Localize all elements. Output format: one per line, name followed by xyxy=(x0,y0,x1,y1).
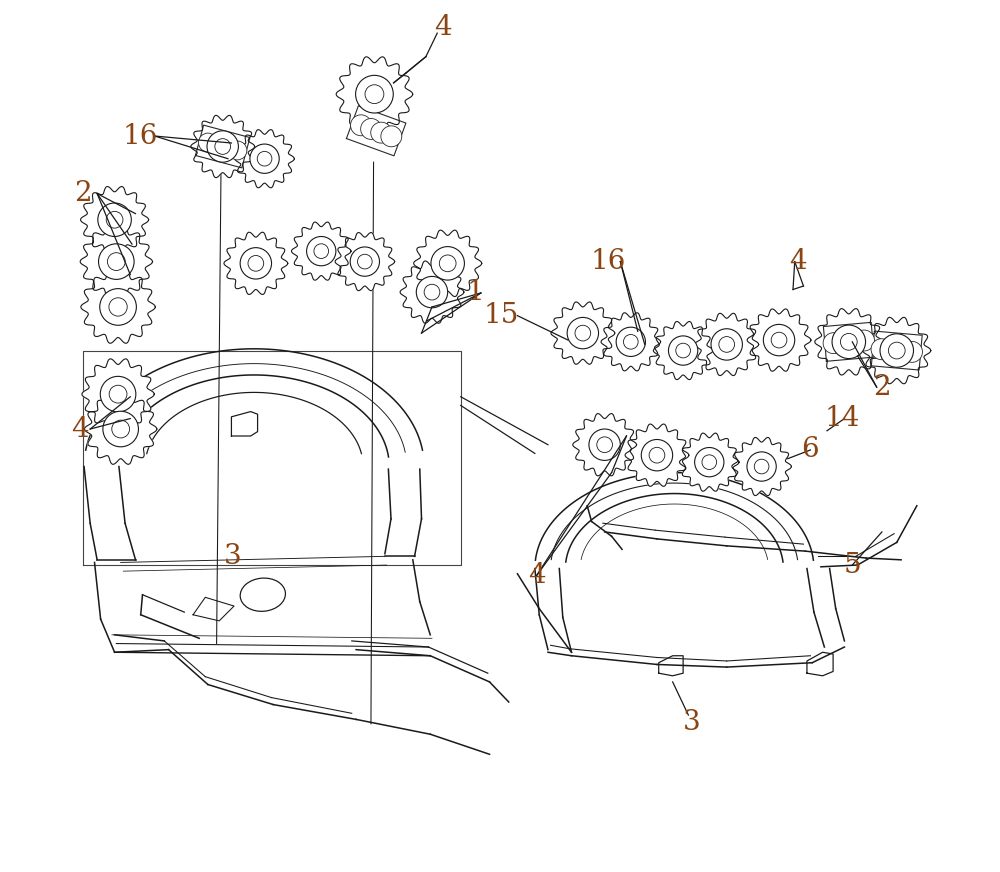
Circle shape xyxy=(616,327,645,357)
Text: 4: 4 xyxy=(528,562,545,589)
Circle shape xyxy=(100,377,136,412)
Text: 4: 4 xyxy=(71,416,89,442)
Circle shape xyxy=(902,342,922,363)
Polygon shape xyxy=(680,433,739,491)
Polygon shape xyxy=(815,309,883,375)
Circle shape xyxy=(361,119,382,140)
Text: 6: 6 xyxy=(802,437,819,463)
Polygon shape xyxy=(573,413,637,476)
Text: 16: 16 xyxy=(123,123,158,149)
Circle shape xyxy=(668,336,698,365)
Circle shape xyxy=(833,332,854,353)
Circle shape xyxy=(218,139,237,157)
Circle shape xyxy=(695,447,724,477)
Circle shape xyxy=(103,412,138,446)
Circle shape xyxy=(381,126,402,146)
Circle shape xyxy=(871,338,892,359)
Polygon shape xyxy=(80,227,152,296)
Circle shape xyxy=(350,247,379,276)
Polygon shape xyxy=(85,394,157,464)
Circle shape xyxy=(416,276,448,308)
Text: 15: 15 xyxy=(484,303,519,329)
Circle shape xyxy=(356,75,393,113)
Circle shape xyxy=(307,236,336,266)
Circle shape xyxy=(228,141,247,160)
Circle shape xyxy=(208,136,227,154)
Polygon shape xyxy=(601,313,661,371)
Circle shape xyxy=(98,203,131,236)
Polygon shape xyxy=(195,125,250,168)
Polygon shape xyxy=(81,270,155,344)
Polygon shape xyxy=(335,233,395,290)
Polygon shape xyxy=(400,261,464,324)
Polygon shape xyxy=(732,438,791,495)
Polygon shape xyxy=(863,317,931,384)
Circle shape xyxy=(854,330,874,351)
Polygon shape xyxy=(235,130,294,187)
Polygon shape xyxy=(653,322,713,379)
Circle shape xyxy=(711,329,742,360)
Circle shape xyxy=(891,341,912,362)
Circle shape xyxy=(843,330,864,351)
Text: 4: 4 xyxy=(789,249,807,275)
Circle shape xyxy=(100,289,136,325)
Polygon shape xyxy=(747,309,811,371)
Circle shape xyxy=(371,122,392,143)
Circle shape xyxy=(832,325,866,358)
Circle shape xyxy=(199,133,217,152)
Polygon shape xyxy=(346,106,406,156)
Circle shape xyxy=(250,144,279,174)
Text: 4: 4 xyxy=(435,15,452,41)
Polygon shape xyxy=(625,424,689,487)
Text: 2: 2 xyxy=(74,181,92,207)
Circle shape xyxy=(431,247,464,280)
Text: 14: 14 xyxy=(824,405,860,432)
Polygon shape xyxy=(336,57,413,132)
Circle shape xyxy=(351,115,371,136)
Circle shape xyxy=(763,324,795,356)
Text: 16: 16 xyxy=(590,249,626,275)
Circle shape xyxy=(589,429,620,460)
Polygon shape xyxy=(871,331,922,370)
Circle shape xyxy=(880,334,914,367)
Polygon shape xyxy=(551,302,615,364)
Polygon shape xyxy=(82,359,154,429)
Text: 1: 1 xyxy=(467,280,484,306)
Circle shape xyxy=(207,131,238,162)
Polygon shape xyxy=(191,115,255,178)
Circle shape xyxy=(99,244,134,279)
Text: 3: 3 xyxy=(683,709,701,735)
Polygon shape xyxy=(224,232,288,295)
Circle shape xyxy=(747,452,776,481)
Polygon shape xyxy=(81,187,149,253)
Circle shape xyxy=(567,317,599,349)
Polygon shape xyxy=(823,323,874,361)
Circle shape xyxy=(240,248,272,279)
Polygon shape xyxy=(414,230,482,296)
Polygon shape xyxy=(292,222,351,280)
Text: 3: 3 xyxy=(223,543,241,569)
Circle shape xyxy=(823,333,844,354)
Text: 5: 5 xyxy=(843,552,861,578)
Circle shape xyxy=(881,339,902,360)
Circle shape xyxy=(641,439,673,471)
Polygon shape xyxy=(695,313,759,376)
Text: 2: 2 xyxy=(873,374,891,400)
